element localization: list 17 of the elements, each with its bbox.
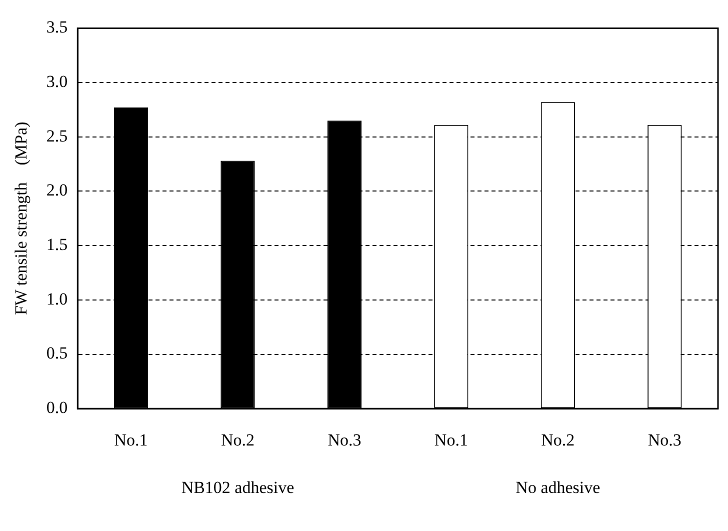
x-tick-label: No.2 [220,430,255,450]
text: No adhesive [516,478,600,498]
x-tick-label: No.3 [648,430,682,450]
y-tick-label: 2.0 [46,180,68,200]
x-tick-label: No.1 [114,430,148,450]
x-tick-label: No.3 [328,430,362,450]
text: NB102 adhesive [181,478,294,498]
y-tick-label: 3.0 [46,72,68,92]
x-tick-label: No.1 [434,430,468,450]
y-tick-label: 1.5 [46,235,68,254]
y-tick-label: 2.5 [46,126,68,146]
y-tick-label: 0.0 [46,398,68,418]
x-tick-label: No.2 [541,430,575,450]
y-tick-label: 1.0 [46,289,68,308]
y-tick-label: 3.5 [46,18,68,37]
y-tick-label: 0.5 [46,344,68,363]
y-axis-title: FW tensile strength (MPa) [12,122,31,316]
